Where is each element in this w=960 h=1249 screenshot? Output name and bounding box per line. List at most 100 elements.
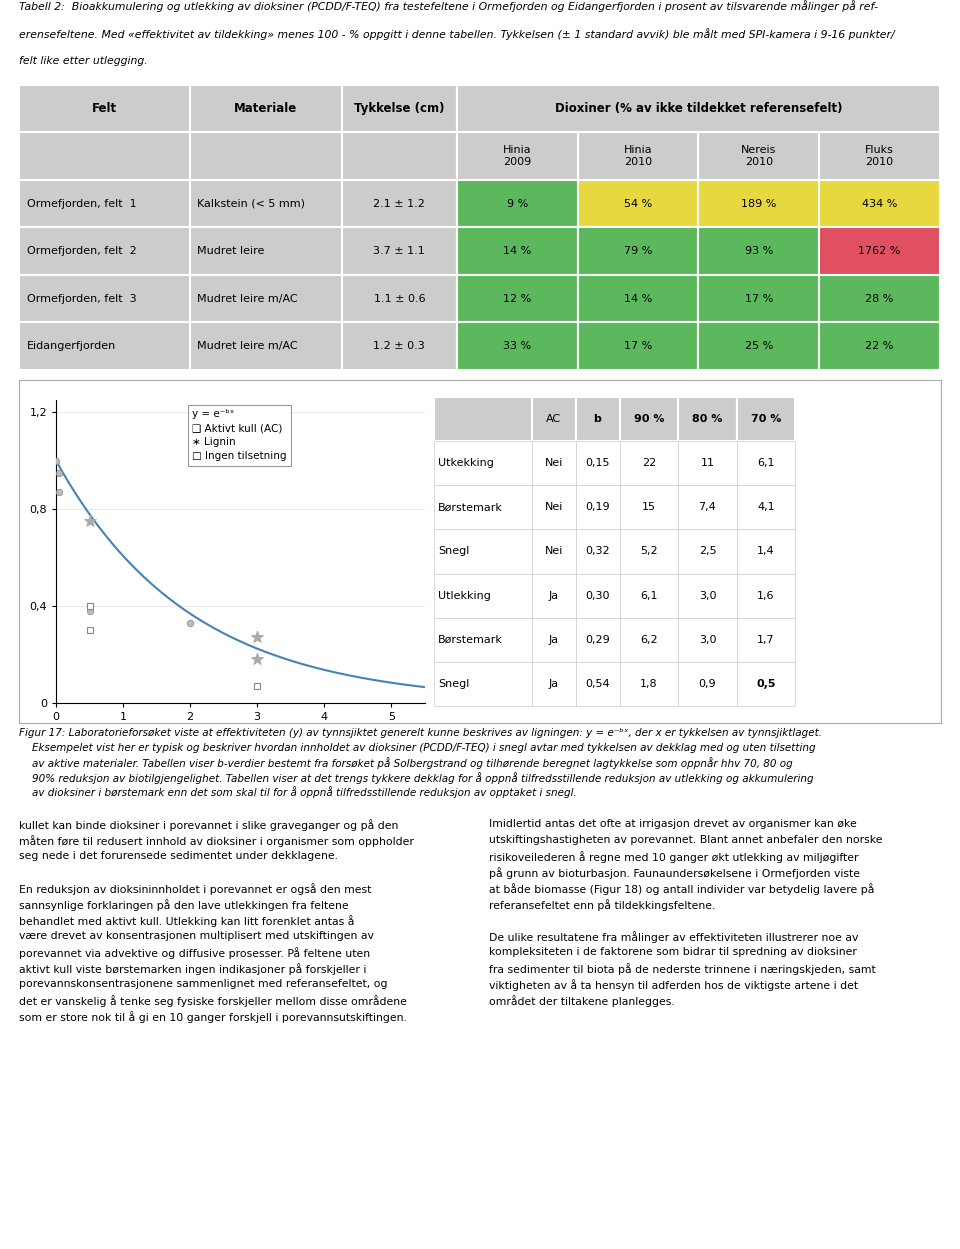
- Text: 79 %: 79 %: [624, 246, 652, 256]
- Bar: [190, 275, 342, 322]
- Text: 3,0: 3,0: [699, 634, 716, 644]
- Bar: [457, 85, 940, 132]
- Text: Felt: Felt: [92, 102, 117, 115]
- Bar: [578, 322, 699, 370]
- Bar: [736, 662, 796, 706]
- Bar: [190, 322, 342, 370]
- Bar: [678, 662, 736, 706]
- Text: 22 %: 22 %: [865, 341, 894, 351]
- Text: 5,2: 5,2: [640, 546, 658, 557]
- Text: Snegl: Snegl: [438, 679, 469, 689]
- Bar: [619, 618, 678, 662]
- Text: Ormefjorden, felt  1: Ormefjorden, felt 1: [27, 199, 136, 209]
- Text: 2.1 ± 1.2: 2.1 ± 1.2: [373, 199, 425, 209]
- Text: Mudret leire: Mudret leire: [197, 246, 264, 256]
- Bar: [19, 322, 190, 370]
- Text: av aktive materialer. Tabellen viser b-verdier bestemt fra forsøket på Solbergst: av aktive materialer. Tabellen viser b-v…: [19, 757, 793, 769]
- Text: En reduksjon av dioksininnholdet i porevannet er også den mest: En reduksjon av dioksininnholdet i porev…: [19, 883, 372, 896]
- Bar: [619, 485, 678, 530]
- Bar: [19, 180, 190, 227]
- Text: Nei: Nei: [544, 546, 563, 557]
- Text: 1,4: 1,4: [757, 546, 775, 557]
- Bar: [434, 662, 532, 706]
- Text: 14 %: 14 %: [624, 294, 652, 304]
- Text: Tabell 2:  Bioakkumulering og utlekking av dioksiner (PCDD/F-TEQ) fra testefelte: Tabell 2: Bioakkumulering og utlekking a…: [19, 0, 878, 12]
- Text: 0,19: 0,19: [586, 502, 610, 512]
- Text: 15: 15: [642, 502, 656, 512]
- Bar: [532, 618, 576, 662]
- Text: Nei: Nei: [544, 502, 563, 512]
- Text: viktigheten av å ta hensyn til adferden hos de viktigste artene i det: viktigheten av å ta hensyn til adferden …: [490, 979, 858, 990]
- Text: Imidlertid antas det ofte at irrigasjon drevet av organismer kan øke: Imidlertid antas det ofte at irrigasjon …: [490, 819, 857, 829]
- Text: 33 %: 33 %: [503, 341, 532, 351]
- Bar: [578, 132, 699, 180]
- Text: 6,1: 6,1: [640, 591, 658, 601]
- Text: Fluks
2010: Fluks 2010: [865, 145, 894, 167]
- Bar: [699, 275, 819, 322]
- Text: porevannet via advektive og diffusive prosesser. På feltene uten: porevannet via advektive og diffusive pr…: [19, 947, 371, 959]
- Text: Utlekking: Utlekking: [438, 591, 491, 601]
- Bar: [576, 662, 619, 706]
- Bar: [819, 227, 940, 275]
- Bar: [19, 85, 190, 132]
- Point: [82, 596, 97, 616]
- Text: fra sedimenter til biota på de nederste trinnene i næringskjeden, samt: fra sedimenter til biota på de nederste …: [490, 963, 876, 975]
- Bar: [678, 530, 736, 573]
- Text: Børstemark: Børstemark: [438, 502, 503, 512]
- Text: 14 %: 14 %: [503, 246, 532, 256]
- Bar: [619, 530, 678, 573]
- Text: Mudret leire m/AC: Mudret leire m/AC: [197, 294, 298, 304]
- Point: [250, 627, 265, 647]
- Bar: [619, 662, 678, 706]
- Text: Materiale: Materiale: [234, 102, 298, 115]
- Bar: [190, 85, 342, 132]
- Text: 80 %: 80 %: [692, 413, 723, 423]
- Text: det er vanskelig å tenke seg fysiske forskjeller mellom disse områdene: det er vanskelig å tenke seg fysiske for…: [19, 995, 407, 1007]
- Bar: [457, 322, 578, 370]
- Text: y = e⁻ᵇˣ
❑ Aktivt kull (AC)
∗ Lignin
□ Ingen tilsetning: y = e⁻ᵇˣ ❑ Aktivt kull (AC) ∗ Lignin □ I…: [192, 410, 287, 461]
- Text: porevannskonsentrasjonene sammenlignet med referansefeltet, og: porevannskonsentrasjonene sammenlignet m…: [19, 979, 388, 989]
- Bar: [434, 485, 532, 530]
- Text: kompleksiteten i de faktorene som bidrar til spredning av dioksiner: kompleksiteten i de faktorene som bidrar…: [490, 947, 857, 957]
- Bar: [699, 132, 819, 180]
- Text: 3,0: 3,0: [699, 591, 716, 601]
- Text: på grunn av bioturbasjon. Faunaundersøkelsene i Ormefjorden viste: på grunn av bioturbasjon. Faunaundersøke…: [490, 867, 860, 879]
- Bar: [457, 275, 578, 322]
- Bar: [342, 275, 457, 322]
- Text: Nei: Nei: [544, 458, 563, 468]
- Text: felt like etter utlegging.: felt like etter utlegging.: [19, 56, 148, 66]
- Point: [82, 601, 97, 621]
- Bar: [578, 275, 699, 322]
- Point: [182, 613, 198, 633]
- Bar: [576, 397, 619, 441]
- Text: Ja: Ja: [548, 634, 559, 644]
- Text: Mudret leire m/AC: Mudret leire m/AC: [197, 341, 298, 351]
- Bar: [578, 180, 699, 227]
- Bar: [619, 573, 678, 618]
- Text: 2,5: 2,5: [699, 546, 716, 557]
- Bar: [736, 485, 796, 530]
- Text: 6,1: 6,1: [757, 458, 775, 468]
- Text: sannsynlige forklaringen på den lave utlekkingen fra feltene: sannsynlige forklaringen på den lave utl…: [19, 899, 348, 911]
- Text: 6,2: 6,2: [640, 634, 658, 644]
- Text: 11: 11: [701, 458, 714, 468]
- Bar: [434, 573, 532, 618]
- Bar: [736, 397, 796, 441]
- Bar: [190, 180, 342, 227]
- Text: 0,9: 0,9: [699, 679, 716, 689]
- Bar: [576, 441, 619, 485]
- Point: [52, 482, 67, 502]
- Bar: [434, 441, 532, 485]
- Bar: [678, 441, 736, 485]
- Point: [250, 649, 265, 669]
- Bar: [342, 227, 457, 275]
- Bar: [457, 227, 578, 275]
- Point: [250, 676, 265, 696]
- Text: Hinia
2010: Hinia 2010: [624, 145, 653, 167]
- Bar: [532, 441, 576, 485]
- Text: som er store nok til å gi en 10 ganger forskjell i porevannsutskiftingen.: som er store nok til å gi en 10 ganger f…: [19, 1010, 407, 1023]
- Bar: [19, 227, 190, 275]
- Bar: [19, 275, 190, 322]
- Bar: [532, 397, 576, 441]
- Bar: [699, 322, 819, 370]
